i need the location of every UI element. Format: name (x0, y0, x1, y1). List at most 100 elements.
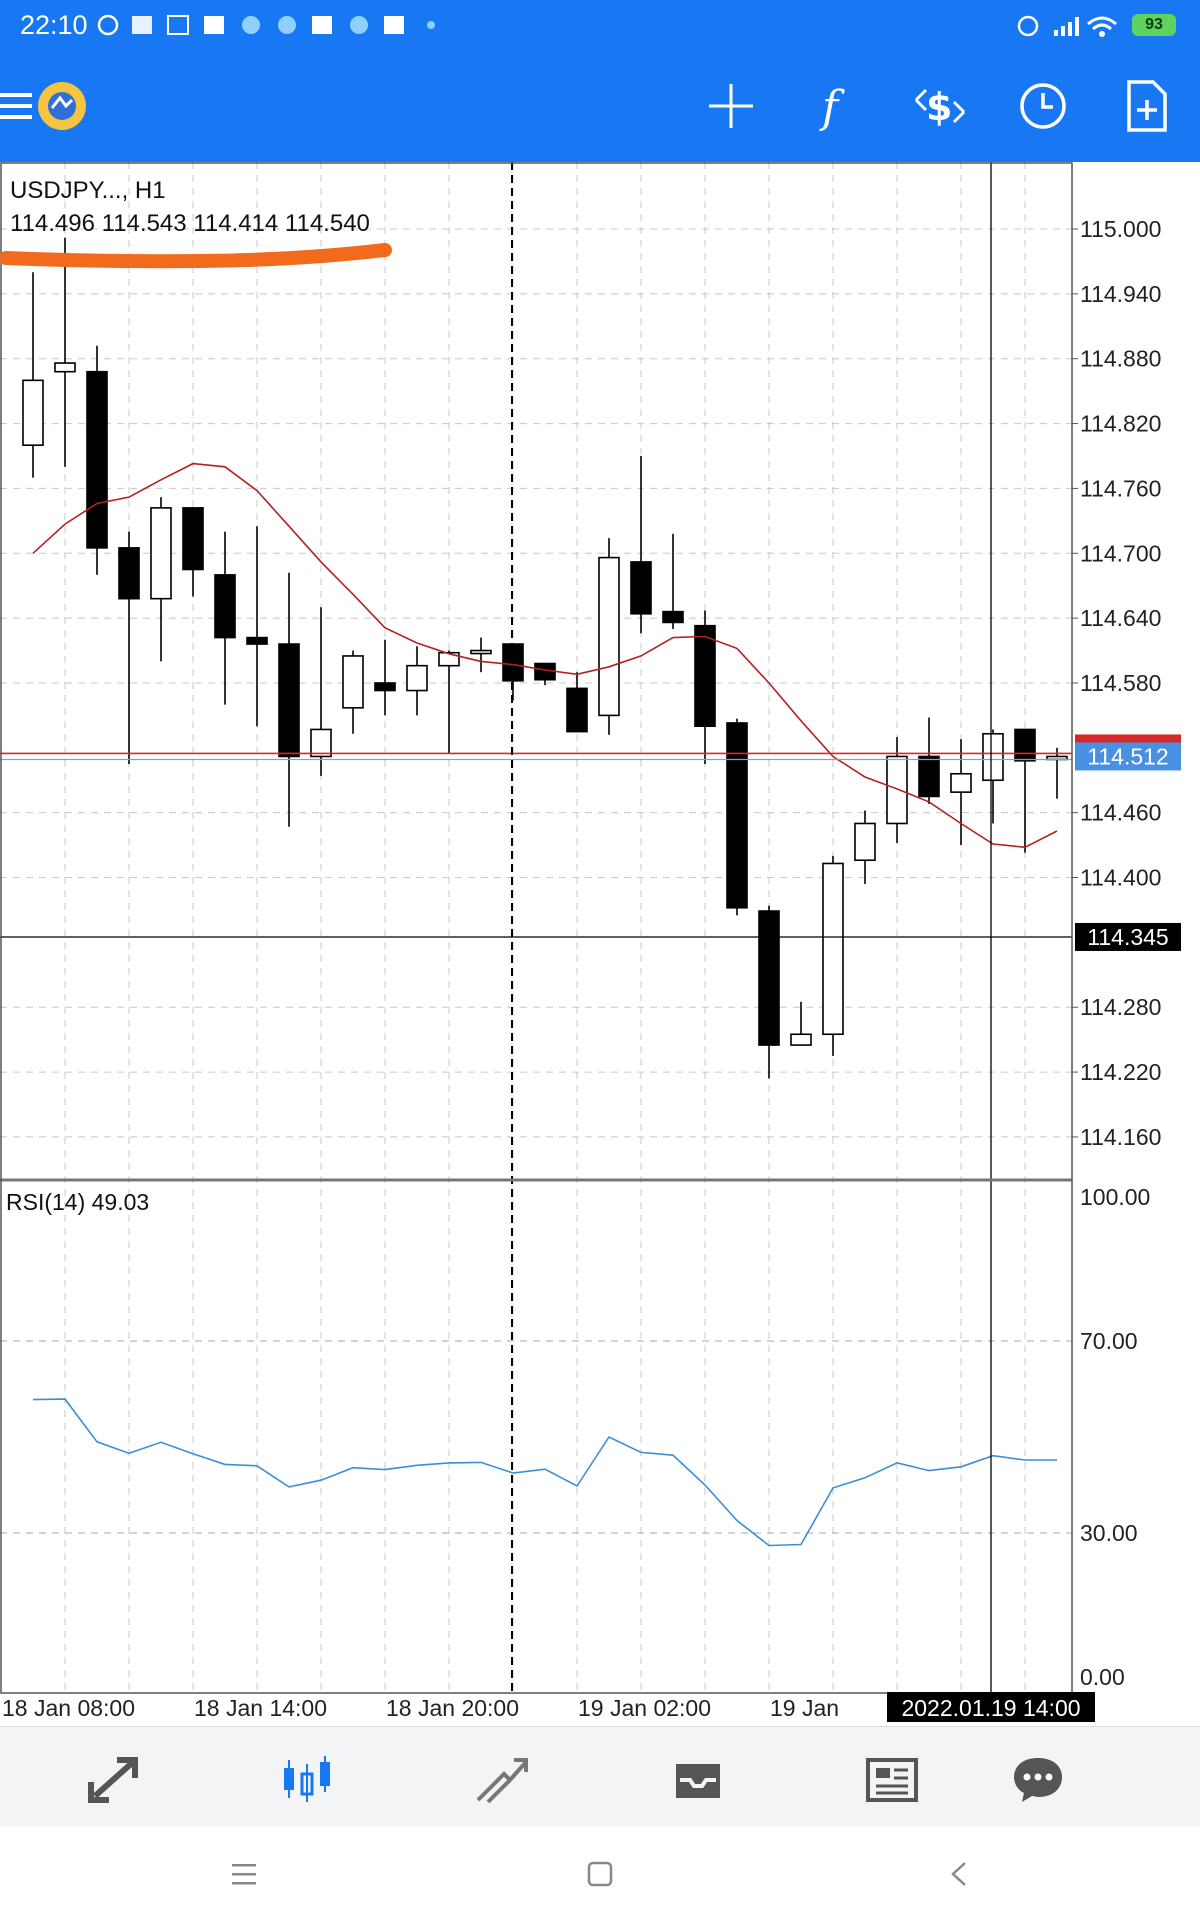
app-logo[interactable] (32, 74, 92, 138)
price-tick-label: 114.220 (1080, 1059, 1161, 1085)
new-document-icon[interactable] (1117, 74, 1177, 138)
candle (854, 810, 876, 885)
candle (534, 662, 556, 686)
price-tick-label: 114.460 (1080, 800, 1161, 826)
candle (342, 650, 364, 734)
candle-body-bearish (374, 682, 396, 692)
candle-body-bullish (854, 822, 876, 862)
candle (374, 639, 396, 716)
chat-icon[interactable] (1006, 1749, 1070, 1809)
clock-icon[interactable] (1013, 74, 1073, 138)
back-chevron-icon[interactable] (938, 1854, 982, 1894)
candle-body-bullish (950, 772, 972, 793)
candle (694, 610, 716, 765)
svg-text:114.345: 114.345 (1087, 924, 1168, 950)
candle-body-bullish (406, 664, 428, 692)
bottom-nav (0, 1726, 1200, 1827)
svg-text:2022.01.19 14:00: 2022.01.19 14:00 (901, 1695, 1080, 1721)
toolbar: f $ (0, 50, 1200, 162)
candle-body-bearish (758, 910, 780, 1046)
candle (86, 345, 108, 575)
candle-body-bearish (86, 370, 108, 549)
rsi-line (32, 1398, 1057, 1547)
battery-icon: 93 (1132, 14, 1176, 36)
candle-body-bearish (918, 755, 940, 798)
candle-body-bullish (150, 507, 172, 600)
price-tick-label: 114.940 (1080, 281, 1161, 307)
candle-body-bearish (694, 624, 716, 728)
candle (438, 650, 460, 754)
candle (22, 272, 44, 478)
crosshair-icon[interactable] (701, 74, 761, 138)
time-tick-label: 18 Jan 14:00 (194, 1695, 327, 1721)
candle (214, 531, 236, 705)
trade-icon[interactable] (470, 1749, 534, 1809)
candle-body-bullish (886, 755, 908, 825)
candle-body-bullish (822, 862, 844, 1036)
candle-body-bullish (438, 651, 460, 667)
candle (822, 855, 844, 1056)
indicator-f-icon[interactable]: f (806, 74, 866, 138)
rsi-tick-label: 0.00 (1080, 1664, 1125, 1690)
status-time: 22:10 (20, 10, 88, 40)
candle-body-bearish (1014, 728, 1036, 762)
time-tick-label: 18 Jan 20:00 (386, 1695, 519, 1721)
candle (470, 637, 492, 673)
candle-body-bearish (246, 636, 268, 645)
candle-body-bearish (566, 687, 588, 733)
candle-body-bullish (310, 728, 332, 758)
candle (1046, 747, 1068, 799)
price-tick-label: 115.000 (1080, 216, 1161, 242)
candle-body-bearish (726, 722, 748, 909)
candle-body-bullish (790, 1033, 812, 1046)
svg-text:114.512: 114.512 (1087, 743, 1168, 769)
system-nav (0, 1826, 1200, 1920)
candle (886, 737, 908, 843)
notification-icons (97, 14, 435, 36)
candle (150, 497, 172, 662)
candle (726, 718, 748, 916)
status-system-icons (1017, 15, 1117, 37)
bid-price-tag: 114.512 (1075, 734, 1181, 771)
candle (758, 905, 780, 1079)
trade-dollar-icon[interactable]: $ (910, 74, 970, 138)
time-tick-label: 19 Jan 02:00 (578, 1695, 711, 1721)
candle-body-bearish (214, 574, 236, 639)
candle-body-bullish (22, 379, 44, 446)
moving-average-line (32, 462, 1058, 849)
candle-body-bearish (182, 507, 204, 571)
svg-text:$: $ (926, 85, 952, 129)
price-chart[interactable]: 115.000 114.940 114.880 114.820 114.760 114.7… (0, 162, 1200, 1726)
home-square-icon[interactable] (578, 1854, 622, 1894)
candle-body-bearish (118, 547, 140, 600)
price-tick-label: 114.700 (1080, 540, 1161, 566)
orange-underline-annotation (0, 243, 392, 269)
history-inbox-icon[interactable] (666, 1749, 730, 1809)
candle-body-bullish (982, 732, 1004, 782)
candle (406, 646, 428, 716)
candle (630, 455, 652, 634)
candle (1014, 728, 1036, 853)
candle (790, 1001, 812, 1046)
candle (246, 526, 268, 727)
price-tick-label: 114.880 (1080, 346, 1161, 372)
candle (54, 237, 76, 467)
rsi-tick-label: 100.00 (1080, 1184, 1150, 1210)
candle-body-bearish (630, 561, 652, 615)
candle (598, 538, 620, 735)
candle-body-bullish (54, 362, 76, 373)
time-tick-label: 18 Jan 08:00 (2, 1695, 135, 1721)
candle (278, 572, 300, 827)
candle (182, 507, 204, 597)
chart-candles-icon[interactable] (276, 1749, 340, 1809)
candle (982, 729, 1004, 824)
menu-icon[interactable] (0, 74, 46, 138)
quotes-arrows-icon[interactable] (82, 1749, 146, 1809)
menu-lines-icon[interactable] (222, 1854, 266, 1894)
news-icon[interactable] (860, 1749, 924, 1809)
price-tick-label: 114.400 (1080, 865, 1161, 891)
candle (950, 739, 972, 846)
candle (662, 533, 684, 629)
price-tick-label: 114.280 (1080, 994, 1161, 1020)
crosshair-price-tag: 114.345 (1075, 922, 1181, 951)
